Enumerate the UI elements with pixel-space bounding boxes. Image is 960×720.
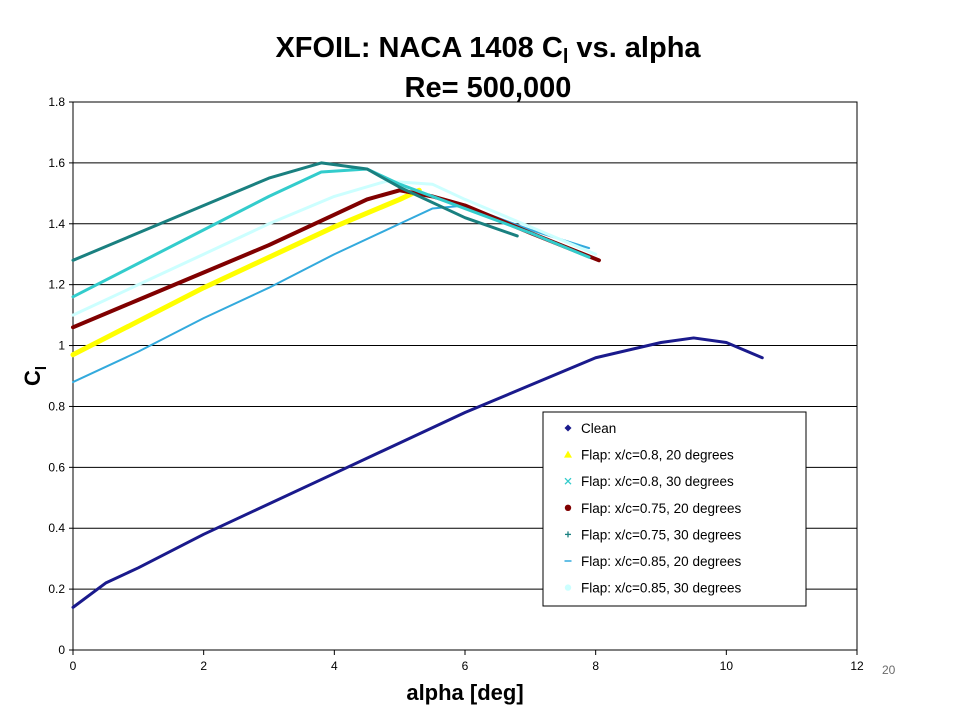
chart-title-subscript: l [562, 46, 569, 68]
y-tick-label: 0.2 [48, 582, 65, 596]
y-axis-label-main: C [20, 370, 45, 386]
legend: Clean Flap: x/c=0.8, 20 degrees Flap: x/c=… [542, 411, 807, 607]
series-line [71, 336, 764, 609]
legend-box [542, 411, 807, 607]
y-axis-label: Cl [20, 366, 50, 386]
legend-marker [564, 424, 572, 432]
legend-label: Flap: x/c=0.85, 20 degrees [581, 554, 741, 569]
legend-marker [564, 584, 572, 591]
y-axis: 0 0.2 0.4 0.6 0.8 1 1.2 1.4 1.6 1.8 [48, 95, 73, 657]
legend-label: Flap: x/c=0.75, 30 degrees [581, 527, 741, 542]
legend-label: Flap: x/c=0.75, 20 degrees [581, 501, 741, 516]
y-tick-label: 1.8 [48, 95, 65, 109]
x-axis: 0 2 4 6 8 10 12 [70, 650, 864, 673]
y-tick-label: 0.4 [48, 521, 65, 535]
x-tick-label: 12 [850, 659, 864, 673]
x-tick-label: 2 [200, 659, 207, 673]
series-group [70, 161, 764, 609]
y-tick-label: 0 [58, 643, 65, 657]
y-tick-label: 1.4 [48, 217, 65, 231]
chart-title: XFOIL: NACA 1408 Cl vs. alpha [8, 32, 960, 69]
legend-marker [564, 504, 572, 511]
x-tick-label: 6 [462, 659, 469, 673]
legend-label: Flap: x/c=0.85, 30 degrees [581, 581, 741, 596]
y-axis-label-subscript: l [33, 366, 50, 370]
legend-marker [565, 531, 571, 538]
x-tick-label: 4 [331, 659, 338, 673]
y-tick-label: 0.6 [48, 460, 65, 474]
series-line [70, 187, 422, 358]
y-tick-label: 1.6 [48, 156, 65, 170]
chart-title-suffix: vs. alpha [568, 32, 701, 64]
y-tick-label: 1 [58, 339, 65, 353]
legend-label: Flap: x/c=0.8, 20 degrees [581, 448, 734, 463]
series-line [71, 179, 598, 317]
x-axis-label: alpha [deg] [406, 680, 523, 705]
x-tick-label: 10 [720, 659, 734, 673]
series-line [71, 167, 591, 299]
y-tick-label: 0.8 [48, 399, 65, 413]
x-tick-label: 0 [70, 659, 77, 673]
legend-marker [564, 450, 572, 458]
chart-title-text: XFOIL: NACA 1408 C [275, 32, 563, 64]
legend-label: Flap: x/c=0.8, 30 degrees [581, 474, 734, 489]
series-line [71, 161, 519, 262]
series-line [71, 188, 601, 330]
chart-subtitle: Re= 500,000 [404, 72, 572, 104]
legend-label: Clean [581, 421, 616, 436]
legend-marker [564, 477, 572, 485]
y-tick-label: 1.2 [48, 278, 65, 292]
page-number: 20 [882, 663, 896, 677]
x-tick-label: 8 [592, 659, 599, 673]
